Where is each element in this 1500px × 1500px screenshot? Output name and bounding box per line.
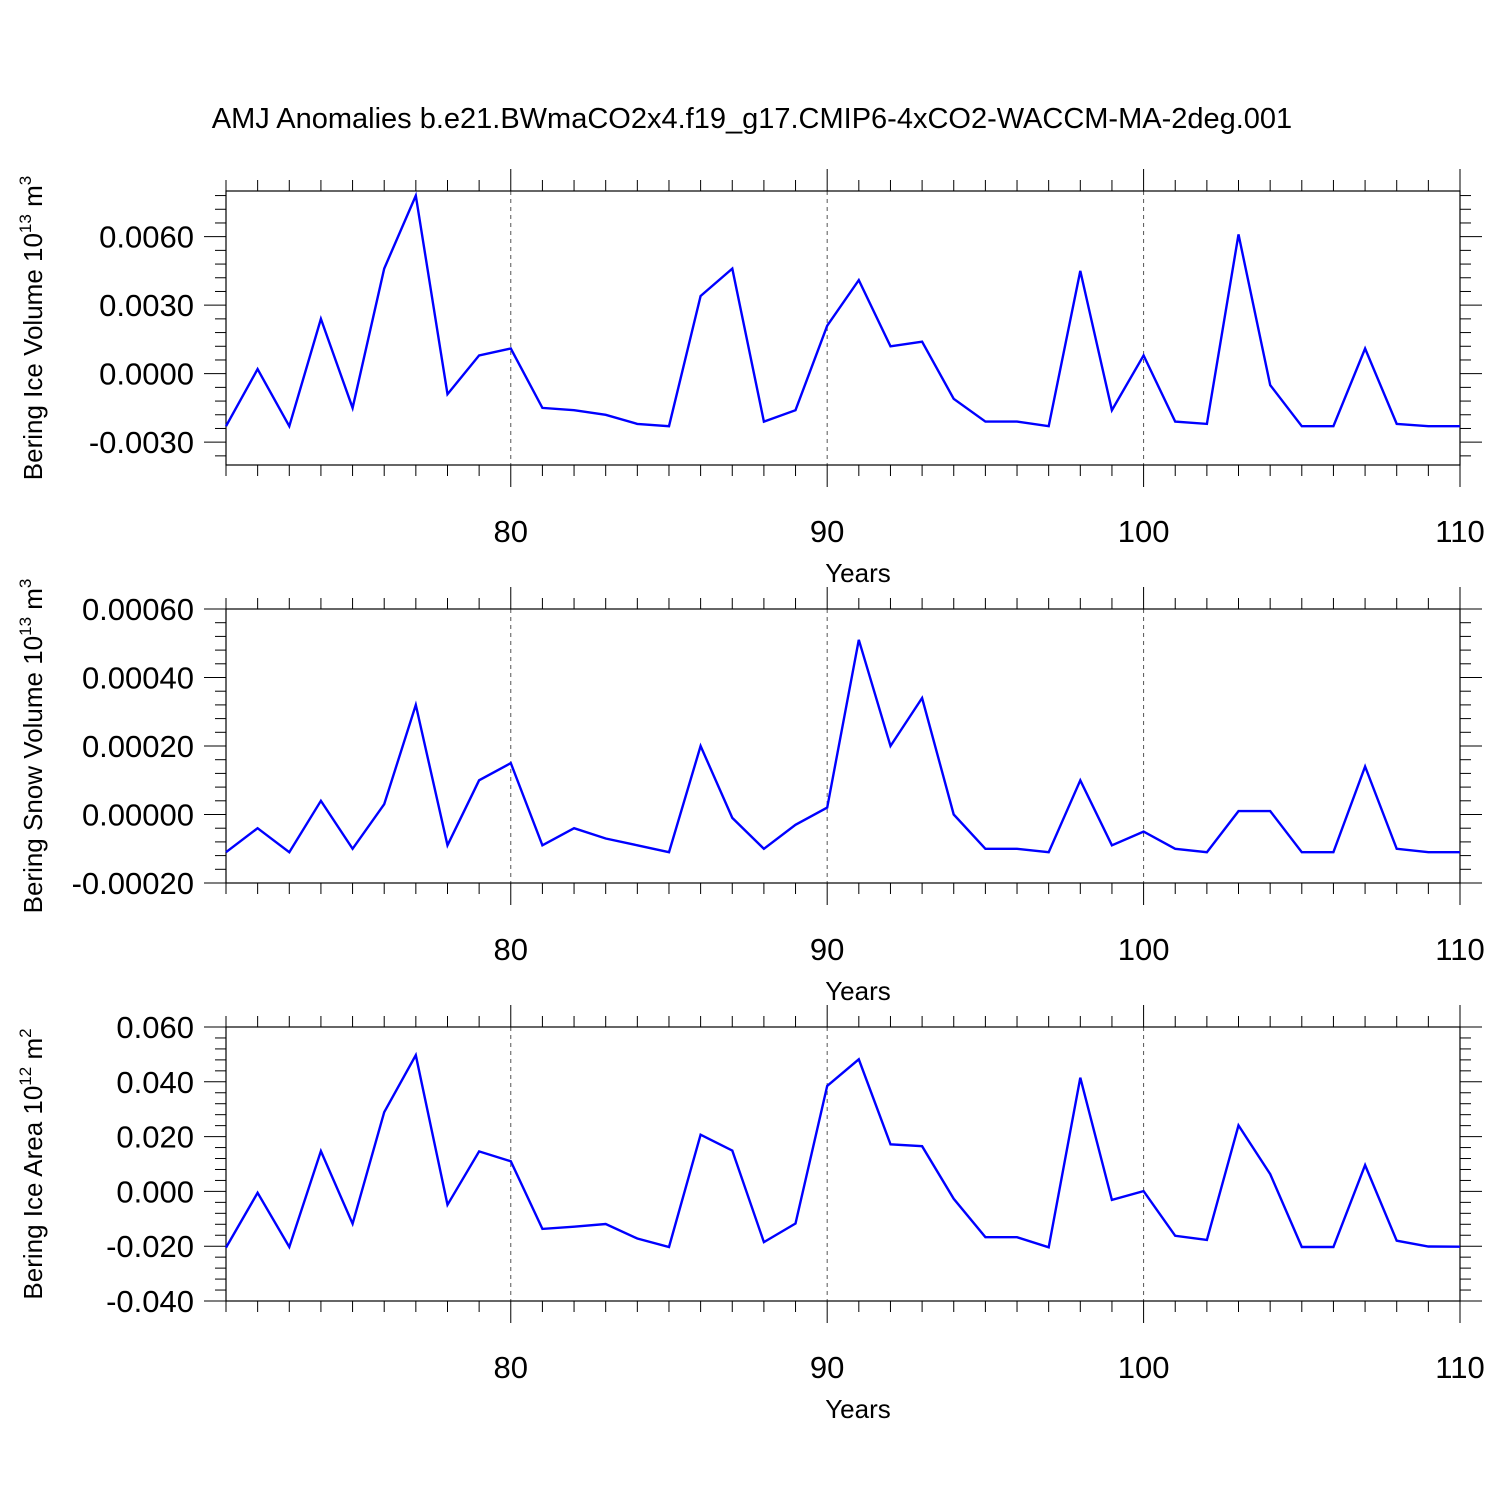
y-tick-label: 0.0060 xyxy=(99,220,194,255)
x-axis-label: Years xyxy=(825,1394,891,1424)
chart-panel-2: 80 90 100 110 -0.00020 0.00000 0.00020 0.00040 0… xyxy=(16,579,1485,1006)
y-tick-label: 0.040 xyxy=(116,1065,194,1100)
chart-panel-3: 80 90 100 110 -0.040 -0.020 0.000 0.020 0.040 0.0… xyxy=(16,1005,1485,1424)
plot-frame xyxy=(225,608,1461,884)
y-tick-label: 0.0000 xyxy=(99,357,194,392)
x-tick-label: 90 xyxy=(810,1350,844,1385)
y-tick-label: 0.00000 xyxy=(82,798,194,833)
x-tick-label: 90 xyxy=(810,932,844,967)
y-axis-label: Bering Snow Volume 1013 m3 xyxy=(16,579,48,914)
chart-panel-1: 80 90 100 110 -0.0030 0.0000 0.0030 0.0060 Years… xyxy=(16,169,1485,588)
x-axis-label: Years xyxy=(825,558,891,588)
y-axis-label: Bering Ice Area 1012 m2 xyxy=(16,1028,48,1299)
x-tick-label: 110 xyxy=(1435,932,1484,967)
x-tick-label: 110 xyxy=(1435,1350,1484,1385)
x-tick-label: 90 xyxy=(810,514,844,549)
y-tick-label: 0.0030 xyxy=(99,288,194,323)
y-tick-label: -0.020 xyxy=(106,1229,194,1264)
y-tick-label: 0.00040 xyxy=(82,661,194,696)
y-tick-label: 0.00020 xyxy=(82,729,194,764)
y-tick-label: 0.00060 xyxy=(82,592,194,627)
series-line xyxy=(225,639,1460,854)
x-tick-label: 100 xyxy=(1118,1350,1170,1385)
x-tick-label: 80 xyxy=(494,1350,528,1385)
plot-frame xyxy=(225,1026,1461,1302)
chart-title: AMJ Anomalies b.e21.BWmaCO2x4.f19_g17.CM… xyxy=(212,103,1292,135)
series-line xyxy=(224,1051,1461,1250)
y-tick-label: 0.020 xyxy=(116,1120,194,1155)
x-tick-label: 80 xyxy=(494,514,528,549)
plot-frame xyxy=(225,190,1461,466)
y-axis-label: Bering Ice Volume 1013 m3 xyxy=(16,176,48,480)
x-tick-label: 100 xyxy=(1118,932,1170,967)
x-axis-label: Years xyxy=(825,976,891,1006)
series-line xyxy=(224,191,1460,430)
x-tick-label: 100 xyxy=(1118,514,1170,549)
y-tick-label: 0.060 xyxy=(116,1010,194,1045)
y-tick-label: -0.040 xyxy=(106,1284,194,1319)
y-tick-label: 0.000 xyxy=(116,1174,194,1209)
x-tick-label: 80 xyxy=(494,932,528,967)
y-tick-label: -0.00020 xyxy=(72,866,194,901)
x-tick-label: 110 xyxy=(1435,514,1484,549)
y-tick-label: -0.0030 xyxy=(89,425,194,460)
